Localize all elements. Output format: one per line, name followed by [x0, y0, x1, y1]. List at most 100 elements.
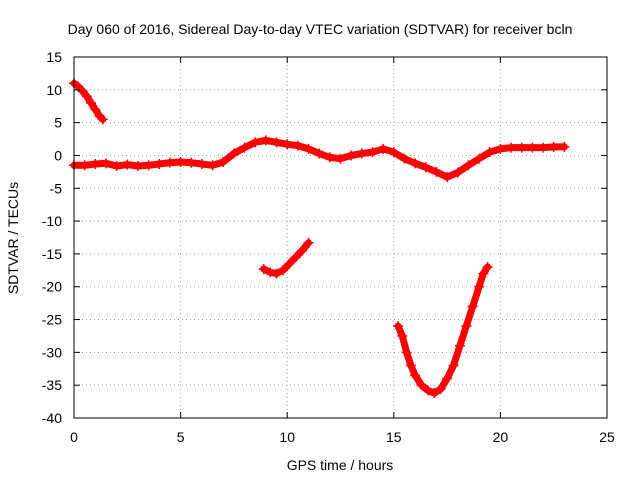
data-point [422, 385, 433, 396]
data-point [559, 141, 570, 152]
axis-ticks [73, 56, 608, 419]
data-point [388, 147, 399, 158]
data-point [111, 160, 122, 171]
data-point [86, 97, 97, 108]
data-point [397, 330, 408, 341]
data-point [335, 153, 346, 164]
data-point [97, 114, 108, 125]
data-point [393, 321, 404, 332]
x-tick-label: 25 [599, 429, 615, 445]
data-point [79, 160, 90, 171]
data-point [461, 321, 472, 332]
data-point [277, 265, 288, 276]
data-point [452, 167, 463, 178]
data-point [282, 139, 293, 150]
series-main-track [69, 135, 570, 183]
y-tick-label: -10 [42, 213, 62, 229]
y-tick-label: 5 [54, 115, 62, 131]
data-point [154, 158, 165, 169]
data-point [239, 142, 250, 153]
data-point [435, 384, 446, 395]
data-point [431, 166, 442, 177]
data-point [260, 135, 271, 146]
data-point [467, 301, 478, 312]
data-point [303, 237, 314, 248]
data-point [265, 267, 276, 278]
data-point [143, 160, 154, 171]
data-point [271, 268, 282, 279]
data-point [506, 142, 517, 153]
data-point [410, 370, 421, 381]
data-point [378, 143, 389, 154]
data-point [495, 143, 506, 154]
data-point [463, 160, 474, 171]
x-tick-label: 10 [279, 429, 295, 445]
data-point [405, 360, 416, 371]
data-point [367, 147, 378, 158]
y-tick-label: 10 [46, 82, 62, 98]
data-point [250, 137, 261, 148]
data-series [69, 78, 570, 399]
series-arc-late [393, 262, 493, 399]
x-tick-labels: 0 5 10 15 20 25 [70, 429, 615, 445]
data-point [258, 264, 269, 275]
y-tick-labels: 15 10 5 0 -5 -10 -15 -20 -25 -30 -35 -40 [42, 49, 62, 426]
data-point [175, 157, 186, 168]
y-axis-label: SDTVAR / TECUs [5, 182, 21, 294]
y-tick-label: -20 [42, 279, 62, 295]
data-point [484, 147, 495, 158]
series-arc-mid [258, 237, 314, 279]
data-point [218, 157, 229, 168]
data-point [196, 158, 207, 169]
y-tick-label: -15 [42, 246, 62, 262]
data-point [100, 158, 111, 169]
x-axis-label: GPS time / hours [287, 457, 394, 473]
data-point [297, 245, 308, 256]
data-point [448, 360, 459, 371]
data-point [454, 340, 465, 351]
plot-frame [73, 56, 608, 419]
data-point [548, 141, 559, 152]
data-point [482, 262, 493, 273]
data-point [478, 268, 489, 279]
data-point [81, 91, 92, 102]
data-point [90, 104, 101, 115]
x-tick-label: 20 [493, 429, 509, 445]
data-point [186, 157, 197, 168]
data-point [527, 142, 538, 153]
data-point [416, 380, 427, 391]
data-point [303, 143, 314, 154]
gridlines [74, 57, 607, 418]
data-point [474, 281, 485, 292]
data-point [164, 157, 175, 168]
data-point [324, 152, 335, 163]
data-point [474, 153, 485, 164]
data-point [207, 160, 218, 171]
data-point [429, 388, 440, 399]
data-point [410, 158, 421, 169]
data-point [292, 140, 303, 151]
data-point [420, 162, 431, 173]
data-point [442, 373, 453, 384]
series-arc-early [69, 78, 108, 125]
data-point [122, 159, 133, 170]
data-point [346, 150, 357, 161]
y-tick-label: -30 [42, 344, 62, 360]
y-tick-label: -35 [42, 377, 62, 393]
y-tick-label: -25 [42, 312, 62, 328]
data-point [516, 142, 527, 153]
data-point [77, 86, 88, 97]
data-point [442, 172, 453, 183]
y-tick-label: 0 [54, 147, 62, 163]
x-tick-label: 0 [70, 429, 78, 445]
data-point [399, 153, 410, 164]
data-point [132, 160, 143, 171]
data-point [314, 148, 325, 159]
data-point [401, 347, 412, 358]
chart-title: Day 060 of 2016, Sidereal Day-to-day VTE… [68, 21, 573, 37]
data-point [290, 252, 301, 263]
data-point [90, 158, 101, 169]
y-tick-label: -40 [42, 410, 62, 426]
data-point [228, 148, 239, 159]
